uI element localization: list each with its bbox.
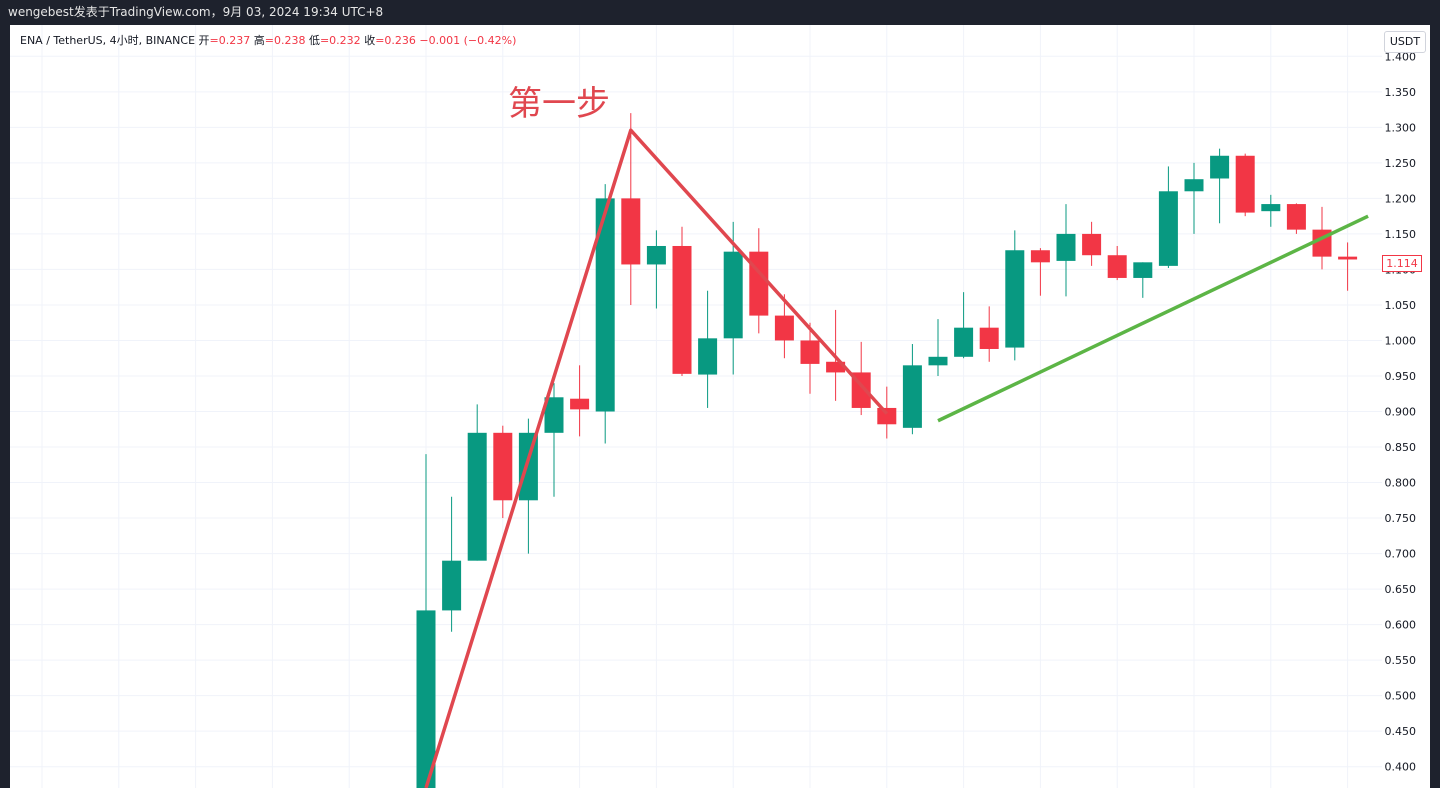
candle-body	[672, 245, 692, 374]
currency-button[interactable]: USDT	[1384, 31, 1426, 53]
trendlines-layer	[424, 128, 1369, 788]
y-tick-label: 0.500	[1385, 690, 1417, 703]
chart-grid	[10, 25, 1382, 788]
candle-body	[1286, 204, 1306, 230]
candle-body	[1184, 179, 1204, 192]
y-tick-label: 0.450	[1385, 725, 1417, 738]
candle-body	[493, 432, 513, 501]
candle-body	[877, 407, 897, 425]
y-tick-label: 1.000	[1385, 334, 1417, 347]
candle-body	[1082, 233, 1102, 256]
y-tick-label: 0.600	[1385, 619, 1417, 632]
candle-body	[467, 432, 487, 561]
candle-body	[1133, 262, 1153, 278]
low-label: 低	[308, 34, 320, 47]
candle-body	[1235, 155, 1255, 213]
candle-body	[979, 327, 999, 349]
candle-body	[698, 338, 718, 375]
candle-body	[723, 251, 743, 339]
y-tick-label: 0.900	[1385, 406, 1417, 419]
candle-body	[544, 397, 564, 433]
open-label: 开	[198, 34, 210, 47]
candle-body	[1158, 191, 1178, 266]
chart-background	[10, 25, 1430, 788]
close-value: =0.236	[375, 34, 416, 47]
candle-body	[749, 251, 769, 316]
candle-body	[1210, 155, 1230, 179]
y-tick-label: 1.350	[1385, 86, 1417, 99]
candle-body	[621, 198, 641, 265]
price-axis[interactable]: 1.4001.3501.3001.2501.2001.1501.1001.050…	[1385, 50, 1417, 773]
candle-body	[954, 327, 974, 357]
low-value: =0.232	[319, 34, 361, 47]
candle-body	[1056, 233, 1076, 261]
watermark-text: wengebest发表于TradingView.com，9月 03, 2024 …	[8, 5, 384, 19]
candle-body	[826, 361, 846, 373]
close-label: 收	[364, 34, 376, 47]
y-tick-label: 0.550	[1385, 654, 1417, 667]
symbol-legend: ENA / TetherUS, 4小时, BINANCE 开=0.237 高=0…	[20, 32, 516, 48]
high-value: =0.238	[264, 34, 306, 47]
y-tick-label: 0.750	[1385, 512, 1417, 525]
y-tick-label: 1.400	[1385, 50, 1417, 63]
y-tick-label: 0.850	[1385, 441, 1417, 454]
candle-body	[1030, 250, 1050, 263]
annotation-text: 第一步	[508, 84, 610, 124]
candle-body	[1338, 256, 1358, 260]
y-tick-label: 1.150	[1385, 228, 1417, 241]
y-tick-label: 0.950	[1385, 370, 1417, 383]
candle-body	[1261, 204, 1281, 212]
symbol-label: ENA / TetherUS, 4小时, BINANCE	[20, 34, 196, 47]
change-value: −0.001 (−0.42%)	[419, 34, 517, 47]
open-value: =0.237	[209, 34, 251, 47]
candle-body	[595, 198, 615, 412]
last-price-tag: 1.114	[1382, 255, 1422, 272]
y-tick-label: 0.650	[1385, 583, 1417, 596]
candle-body	[442, 560, 462, 611]
candle-body	[646, 245, 666, 265]
candle-body	[774, 315, 794, 341]
y-tick-label: 1.250	[1385, 157, 1417, 170]
y-tick-label: 1.200	[1385, 192, 1417, 205]
candle-body	[416, 610, 436, 788]
y-tick-label: 0.700	[1385, 548, 1417, 561]
y-tick-label: 0.400	[1385, 761, 1417, 774]
green-trendline	[937, 214, 1369, 423]
candle-body	[800, 340, 820, 364]
candle-body	[902, 365, 922, 428]
red-trendline	[424, 128, 889, 788]
high-label: 高	[253, 34, 265, 47]
candle-body	[570, 398, 590, 410]
y-tick-label: 0.800	[1385, 477, 1417, 490]
candle-body	[1005, 250, 1025, 348]
candle-body	[928, 356, 948, 366]
candle-body	[1107, 255, 1127, 278]
watermark-bar: wengebest发表于TradingView.com，9月 03, 2024 …	[0, 0, 1440, 25]
y-tick-label: 1.300	[1385, 121, 1417, 134]
price-chart[interactable]: 1.4001.3501.3001.2501.2001.1501.1001.050…	[0, 25, 1440, 788]
candles-layer	[416, 113, 1358, 788]
y-tick-label: 1.050	[1385, 299, 1417, 312]
